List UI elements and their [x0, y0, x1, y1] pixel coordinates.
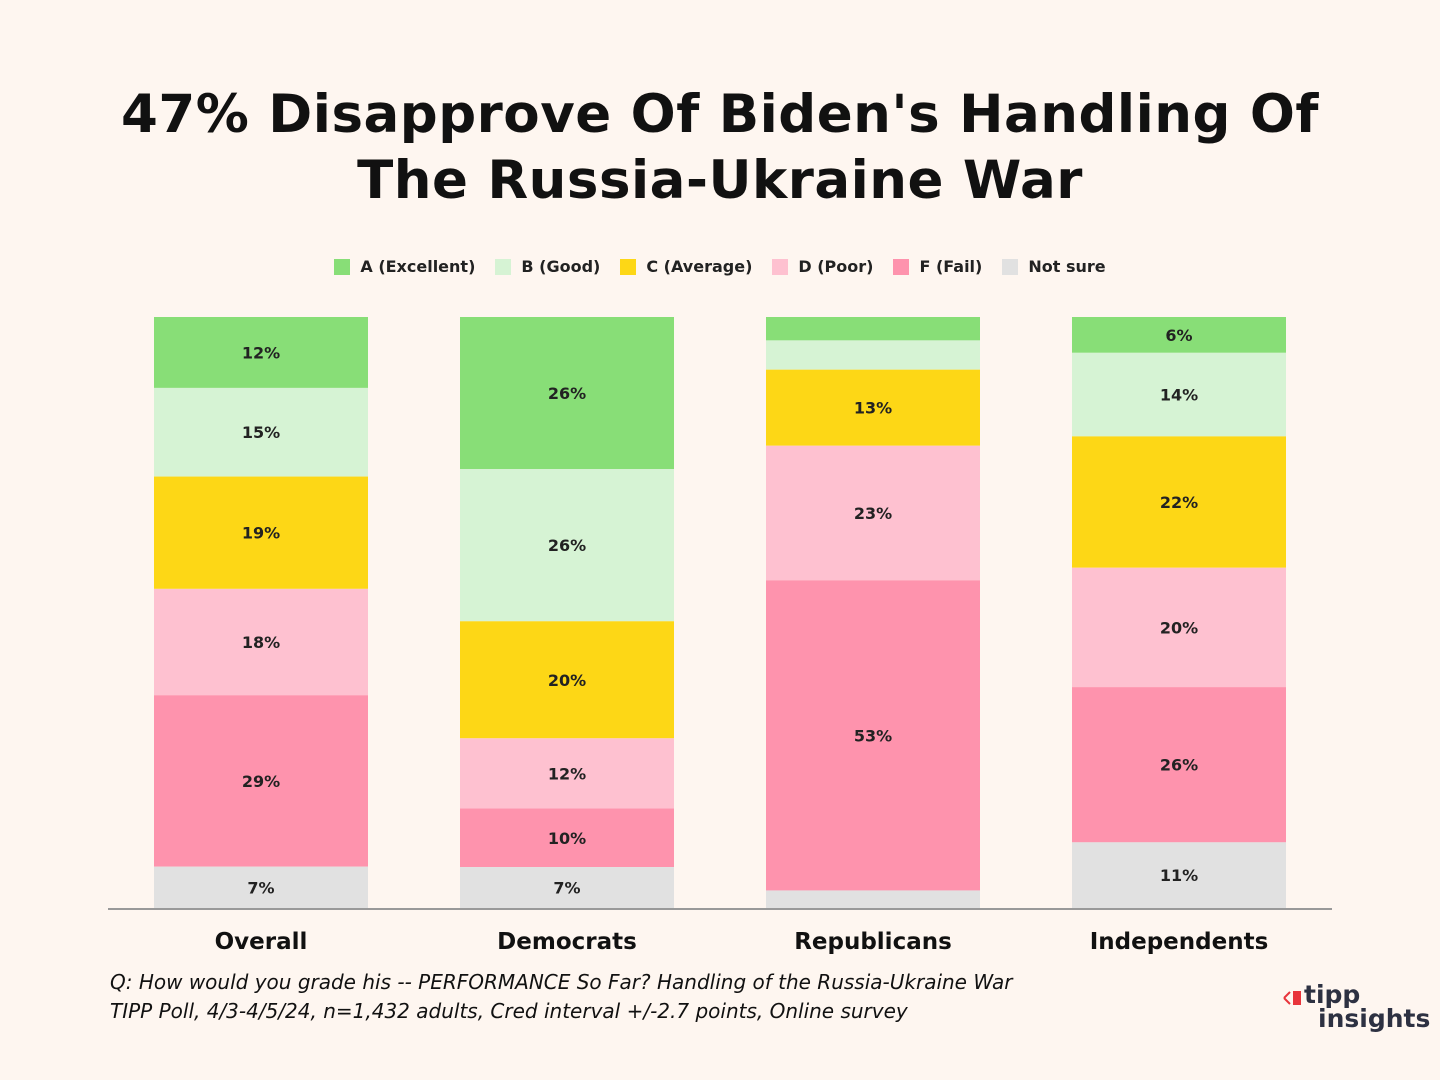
bar-segment-independents-0 — [1072, 317, 1286, 353]
legend-item-b: B (Good) — [495, 257, 600, 276]
bar-segment-overall-2 — [154, 476, 368, 589]
data-label-democrats-1: 26% — [548, 536, 586, 555]
category-label-independents: Independents — [1090, 929, 1269, 955]
data-label-independents-5: 11% — [1160, 866, 1198, 885]
data-label-overall-4: 29% — [242, 772, 280, 791]
logo-text-insights: insights — [1318, 1004, 1431, 1033]
legend-label-c: C (Average) — [646, 257, 753, 276]
legend-item-d: D (Poor) — [772, 257, 873, 276]
data-label-democrats-2: 20% — [548, 671, 586, 690]
data-label-democrats-0: 26% — [548, 384, 586, 403]
legend-swatch-not-sure — [1002, 258, 1019, 275]
data-label-overall-2: 19% — [242, 524, 280, 543]
bar-segment-overall-4 — [154, 695, 368, 867]
bar-segment-overall-3 — [154, 588, 368, 696]
footnote-question: Q: How would you grade his -- PERFORMANC… — [110, 970, 1013, 994]
tipp-insights-logo: tipp insights — [1282, 980, 1430, 1036]
bar-segment-democrats-5 — [460, 867, 674, 908]
legend-item-f: F (Fail) — [893, 257, 982, 276]
legend-label-not-sure: Not sure — [1028, 257, 1106, 276]
chart-title: 47% Disapprove Of Biden's Handling Of Th… — [121, 84, 1319, 211]
bar-segment-independents-4 — [1072, 687, 1286, 843]
data-label-overall-5: 7% — [247, 878, 274, 897]
bar-segment-independents-5 — [1072, 842, 1286, 908]
data-label-independents-4: 26% — [1160, 756, 1198, 775]
data-label-democrats-4: 10% — [548, 829, 586, 848]
data-label-independents-3: 20% — [1160, 618, 1198, 637]
bar-segment-republicans-3 — [766, 445, 980, 581]
bar-segment-republicans-4 — [766, 580, 980, 891]
data-label-overall-1: 15% — [242, 423, 280, 442]
legend-swatch-b — [495, 258, 512, 275]
legend-label-f: F (Fail) — [919, 257, 983, 276]
legend-item-not-sure: Not sure — [1002, 257, 1106, 276]
data-label-independents-1: 14% — [1160, 386, 1198, 405]
bar-segment-independents-2 — [1072, 436, 1286, 568]
data-label-democrats-3: 12% — [548, 764, 586, 783]
data-label-republicans-2: 13% — [854, 399, 892, 418]
data-label-independents-2: 22% — [1160, 493, 1198, 512]
category-label-democrats: Democrats — [497, 929, 637, 955]
logo-arrow-icon — [1283, 991, 1301, 1005]
bar-segment-republicans-5 — [766, 890, 980, 908]
legend-item-c: C (Average) — [620, 257, 752, 276]
data-label-overall-3: 18% — [242, 633, 280, 652]
legend-swatch-c — [620, 258, 637, 275]
category-label-overall: Overall — [215, 929, 308, 955]
data-label-overall-0: 12% — [242, 343, 280, 362]
legend-label-d: D (Poor) — [798, 257, 874, 276]
legend-swatch-a — [334, 258, 351, 275]
bar-segment-independents-1 — [1072, 352, 1286, 437]
logo-text-tipp: tipp — [1304, 980, 1361, 1009]
legend-item-a: A (Excellent) — [334, 257, 475, 276]
bar-segment-overall-0 — [154, 317, 368, 388]
footnote-source: TIPP Poll, 4/3-4/5/24, n=1,432 adults, C… — [110, 999, 908, 1023]
bar-segment-democrats-1 — [460, 469, 674, 622]
bar-segment-democrats-2 — [460, 621, 674, 739]
bar-segment-overall-5 — [154, 866, 368, 908]
legend-label-b: B (Good) — [521, 257, 601, 276]
data-label-republicans-3: 23% — [854, 504, 892, 523]
legend-label-a: A (Excellent) — [360, 257, 476, 276]
legend-swatch-f — [893, 258, 910, 275]
category-label-republicans: Republicans — [794, 929, 952, 955]
data-label-republicans-4: 53% — [854, 726, 892, 745]
data-label-democrats-5: 7% — [553, 879, 580, 898]
bar-segment-republicans-0 — [766, 317, 980, 341]
legend-swatch-d — [772, 258, 789, 275]
bar-segment-republicans-2 — [766, 369, 980, 446]
footnote: Q: How would you grade his -- PERFORMANC… — [110, 968, 1013, 1026]
bar-segment-overall-1 — [154, 387, 368, 477]
bar-segment-democrats-0 — [460, 317, 674, 470]
data-label-independents-0: 6% — [1165, 326, 1192, 345]
bar-segment-democrats-3 — [460, 738, 674, 809]
bar-segment-democrats-4 — [460, 808, 674, 868]
bar-segment-republicans-1 — [766, 340, 980, 370]
chart-legend: A (Excellent) B (Good) C (Average) D (Po… — [0, 257, 1440, 276]
bar-segment-independents-3 — [1072, 567, 1286, 688]
